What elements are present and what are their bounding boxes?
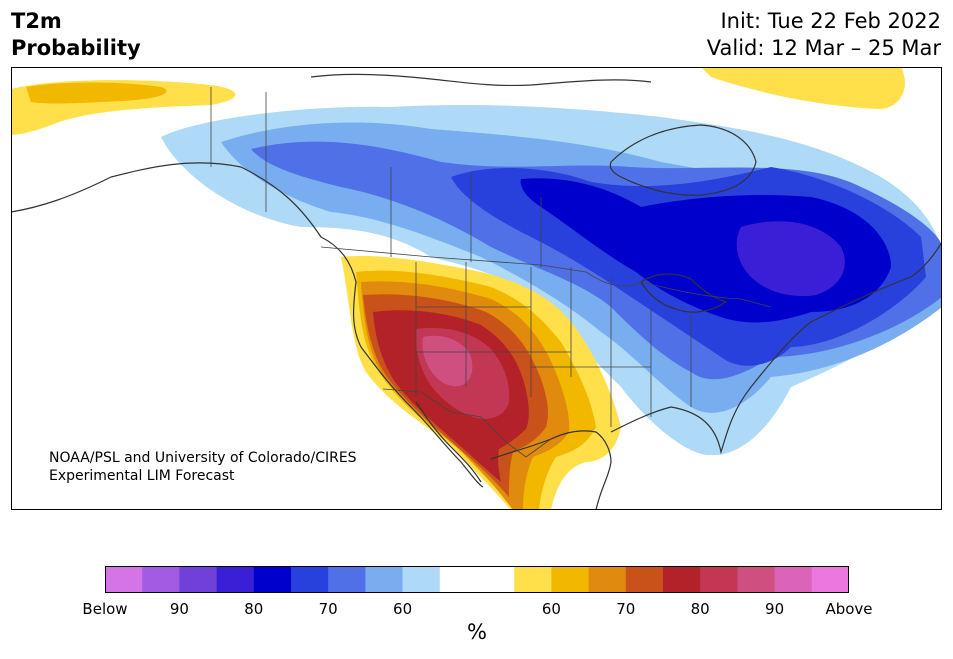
us-mexico-border (382, 388, 552, 458)
colorbar-segment (588, 566, 627, 593)
atlantic-coastline (610, 241, 942, 455)
colorbar-segment (142, 566, 180, 593)
above-85-region (422, 335, 473, 387)
colorbar-segment (216, 566, 255, 593)
colorbar-segment (625, 566, 664, 593)
credit-text: NOAA/PSL and University of Colorado/CIRE… (49, 449, 357, 485)
mexico-gulf-coastline (490, 430, 612, 510)
colorbar-segment (365, 566, 404, 593)
colorbar-unit: % (467, 620, 487, 644)
map-frame (11, 67, 942, 510)
us-states (415, 262, 692, 427)
colorbar-segment (514, 566, 552, 593)
colorbar-segment (105, 566, 143, 593)
colorbar-segment (737, 566, 776, 593)
hudson-bay (609, 124, 757, 196)
title-product: Probability (11, 36, 141, 60)
colorbar-tick-label: Below (82, 600, 128, 618)
above-60-patch-alaska (26, 82, 167, 104)
below-90-region (736, 221, 845, 297)
credit-line-1: NOAA/PSL and University of Colorado/CIRE… (49, 450, 357, 466)
us-canada-border (320, 246, 772, 308)
colorbar-segment (328, 566, 366, 593)
above-55-patch-greenland (701, 67, 905, 109)
init-date: Init: Tue 22 Feb 2022 (720, 9, 941, 33)
great-lakes (640, 273, 728, 313)
colorbar-segment (811, 566, 849, 593)
title-variable: T2m (11, 9, 62, 33)
colorbar-tick-label: 60 (393, 600, 413, 618)
credit-line-2: Experimental LIM Forecast (49, 468, 235, 484)
colorbar-tick-label: 90 (765, 600, 785, 618)
colorbar-tick-label: Above (825, 600, 873, 618)
coastlines (11, 73, 942, 510)
colorbar-tick-label: 70 (616, 600, 636, 618)
colorbar-segment (700, 566, 738, 593)
colorbar-segment (402, 566, 441, 593)
colorbar-tick-label: 90 (169, 600, 189, 618)
colorbar-segment (439, 566, 478, 593)
colorbar (105, 566, 849, 593)
date-block: Init: Tue 22 Feb 2022 Valid: 12 Mar – 25… (707, 8, 941, 62)
colorbar-segment (663, 566, 701, 593)
probability-map (11, 67, 942, 510)
colorbar-segment (551, 566, 590, 593)
colorbar-tick-label: 80 (244, 600, 264, 618)
colorbar-tick-label: 60 (541, 600, 561, 618)
title-block: T2m Probability (11, 8, 141, 62)
arctic-islands (310, 73, 652, 87)
colorbar-tick-label: 70 (318, 600, 338, 618)
colorbar-border (105, 566, 849, 593)
colorbar-segment (477, 566, 515, 593)
colorbar-segment (179, 566, 218, 593)
colorbar-segment (774, 566, 813, 593)
canada-provinces (210, 87, 542, 267)
colorbar-segment (291, 566, 329, 593)
colorbar-segment (253, 566, 292, 593)
valid-date: Valid: 12 Mar – 25 Mar (706, 36, 941, 60)
baja-peninsula (415, 401, 482, 483)
political-borders (210, 87, 772, 458)
colorbar-tick-label: 80 (690, 600, 710, 618)
pacific-coastline (11, 162, 484, 488)
